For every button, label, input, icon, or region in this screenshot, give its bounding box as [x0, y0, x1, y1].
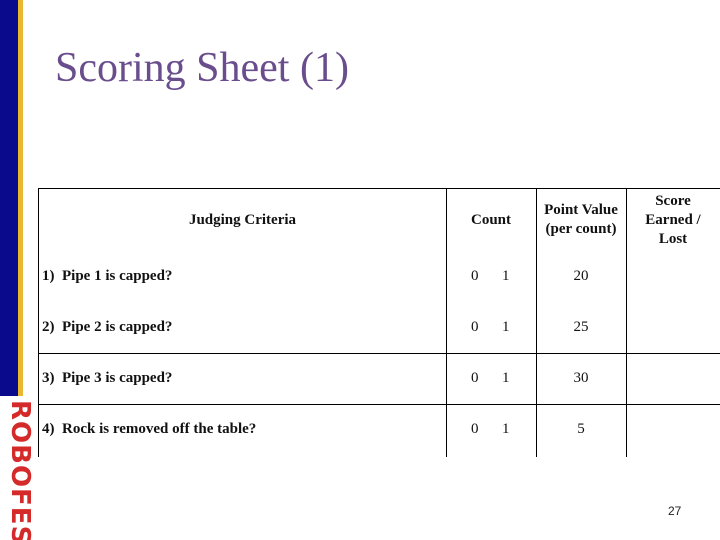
column-divider [446, 189, 447, 457]
scoring-table: Judging Criteria Count Point Value (per … [38, 188, 720, 457]
count-1: 1 [502, 319, 510, 335]
point-value: 25 [573, 319, 589, 335]
criteria-text: Rock is removed off the table? [62, 421, 257, 437]
count-0: 0 [471, 421, 479, 437]
point-value: 20 [573, 268, 589, 284]
criteria-text: Pipe 3 is capped? [62, 370, 173, 386]
header-score-line1: Score [655, 193, 691, 209]
header-score: Score Earned / Lost [626, 192, 720, 249]
page-number: 27 [668, 504, 682, 518]
row-divider [39, 353, 720, 354]
slide-title: Scoring Sheet (1) [55, 45, 349, 91]
count-0: 0 [471, 268, 479, 284]
row-number: 2) [42, 319, 55, 335]
header-point-value: Point Value (per count) [536, 201, 626, 239]
point-value: 5 [577, 421, 585, 437]
count-0: 0 [471, 319, 479, 335]
row-number: 1) [42, 268, 55, 284]
point-value: 30 [573, 370, 589, 386]
logo-text: ROBOFEST [5, 400, 35, 540]
column-divider [536, 189, 537, 457]
accent-stripe [18, 0, 23, 396]
header-score-line3: Lost [658, 231, 688, 247]
count-1: 1 [502, 421, 510, 437]
row-number: 3) [42, 370, 55, 386]
header-point-value-line1: Point Value [544, 202, 618, 218]
criteria-text: Pipe 2 is capped? [62, 319, 173, 335]
header-score-line2: Earned / [645, 212, 701, 228]
sidebar-bar [0, 0, 18, 396]
count-0: 0 [471, 370, 479, 386]
count-1: 1 [502, 370, 510, 386]
row-number: 4) [42, 421, 55, 437]
header-count: Count [470, 212, 511, 228]
robofest-logo: ROBOFEST [0, 400, 35, 540]
header-criteria: Judging Criteria [188, 212, 297, 228]
row-divider [39, 404, 720, 405]
column-divider [626, 189, 627, 457]
count-1: 1 [502, 268, 510, 284]
criteria-text: Pipe 1 is capped? [62, 268, 173, 284]
header-point-value-line2: (per count) [545, 221, 617, 237]
